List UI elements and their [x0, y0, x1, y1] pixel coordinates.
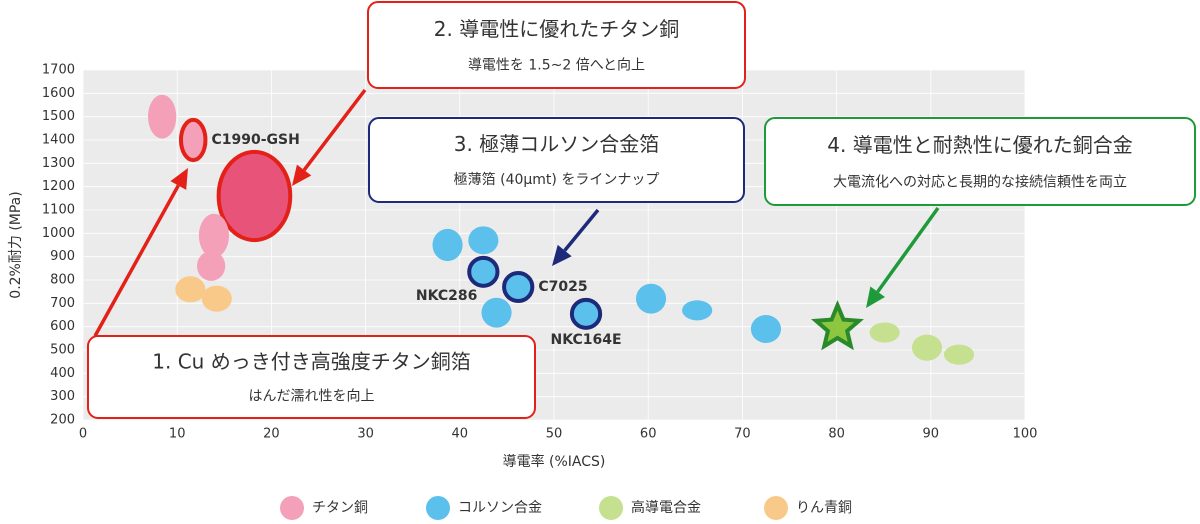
- bubble: [198, 213, 230, 258]
- bubble: [943, 344, 975, 365]
- callout-text: 大電流化への対応と長期的な接続信頼性を両立: [833, 173, 1127, 190]
- x-tick-label: 50: [546, 427, 563, 442]
- callout-arrow: [93, 184, 180, 337]
- callout-box: [87, 335, 536, 419]
- callout-text: 極薄箔 (40μmt) をラインナップ: [454, 172, 660, 188]
- y-tick-label: 700: [50, 296, 75, 311]
- legend-swatch: [764, 496, 788, 520]
- callout-box: [367, 1, 746, 89]
- bubble: [178, 117, 208, 163]
- bubble: [750, 315, 782, 343]
- arrow-head: [292, 164, 312, 186]
- legend-label: 高導電合金: [631, 499, 701, 516]
- bubble: [635, 283, 667, 314]
- bubble: [201, 285, 232, 312]
- bubble: [481, 297, 512, 328]
- y-tick-label: 1200: [42, 179, 75, 194]
- y-tick-label: 200: [50, 413, 75, 428]
- x-tick-label: 10: [169, 427, 186, 442]
- bubble: [175, 276, 206, 303]
- y-tick-label: 500: [50, 343, 75, 358]
- callout-title: 1. Cu めっき付き高強度チタン銅箔: [152, 350, 470, 374]
- callout-arrow: [302, 88, 367, 172]
- y-tick-label: 1600: [42, 86, 75, 101]
- callout-title: 2. 導電性に優れたチタン銅: [434, 17, 679, 41]
- bubble: [467, 255, 500, 288]
- x-tick-label: 70: [734, 427, 751, 442]
- x-tick-label: 0: [79, 427, 87, 442]
- y-tick-label: 600: [50, 319, 75, 334]
- callout-box: [368, 117, 745, 203]
- x-tick-label: 90: [923, 427, 940, 442]
- legend-swatch: [599, 496, 623, 520]
- legend-swatch: [280, 496, 304, 520]
- y-tick-label: 1400: [42, 133, 75, 148]
- x-tick-label: 80: [828, 427, 845, 442]
- callout-text: はんだ濡れ性を向上: [249, 389, 375, 405]
- point-label: C1990-GSH: [211, 132, 299, 148]
- point-label: NKC286: [416, 288, 477, 304]
- y-tick-label: 400: [50, 366, 75, 381]
- callout-title: 3. 極薄コルソン合金箔: [454, 132, 659, 156]
- bubble: [468, 226, 499, 255]
- y-tick-label: 900: [50, 249, 75, 264]
- callout-box: [764, 117, 1196, 206]
- star-marker: [811, 299, 864, 351]
- y-tick-label: 1500: [42, 109, 75, 124]
- y-tick-label: 1700: [42, 63, 75, 78]
- bubble: [682, 300, 713, 321]
- bubble: [502, 271, 535, 303]
- callout-arrow: [563, 208, 600, 252]
- y-tick-label: 1100: [42, 203, 75, 218]
- point-label: C7025: [538, 279, 587, 295]
- x-tick-label: 60: [640, 427, 657, 442]
- arrow-head: [866, 286, 885, 308]
- bubble: [569, 297, 603, 330]
- y-tick-label: 1300: [42, 156, 75, 171]
- legend-label: チタン銅: [312, 500, 368, 516]
- x-tick-label: 100: [1013, 427, 1038, 442]
- bubble: [911, 334, 943, 361]
- legend-label: りん青銅: [796, 500, 852, 516]
- arrow-head: [552, 244, 572, 266]
- bubble: [147, 94, 177, 139]
- legend-label: コルソン合金: [458, 500, 542, 516]
- y-tick-label: 1000: [42, 226, 75, 241]
- y-tick-label: 800: [50, 273, 75, 288]
- x-axis-label: 導電率 (%IACS): [503, 453, 606, 470]
- callout-arrow: [876, 206, 940, 293]
- legend-swatch: [426, 496, 450, 520]
- bubble: [196, 251, 226, 281]
- callout-title: 4. 導電性と耐熱性に優れた銅合金: [827, 133, 1132, 157]
- arrow-head: [170, 168, 188, 190]
- bubble: [216, 149, 293, 243]
- x-tick-label: 40: [452, 427, 469, 442]
- y-tick-label: 300: [50, 389, 75, 404]
- callout-text: 導電性を 1.5~2 倍へと向上: [468, 58, 645, 74]
- x-tick-label: 20: [263, 427, 280, 442]
- y-axis-label: 0.2%耐力 (MPa): [8, 191, 24, 298]
- x-tick-label: 30: [357, 427, 374, 442]
- bubble: [869, 322, 900, 343]
- point-label: NKC164E: [551, 332, 622, 348]
- bubble: [432, 228, 463, 262]
